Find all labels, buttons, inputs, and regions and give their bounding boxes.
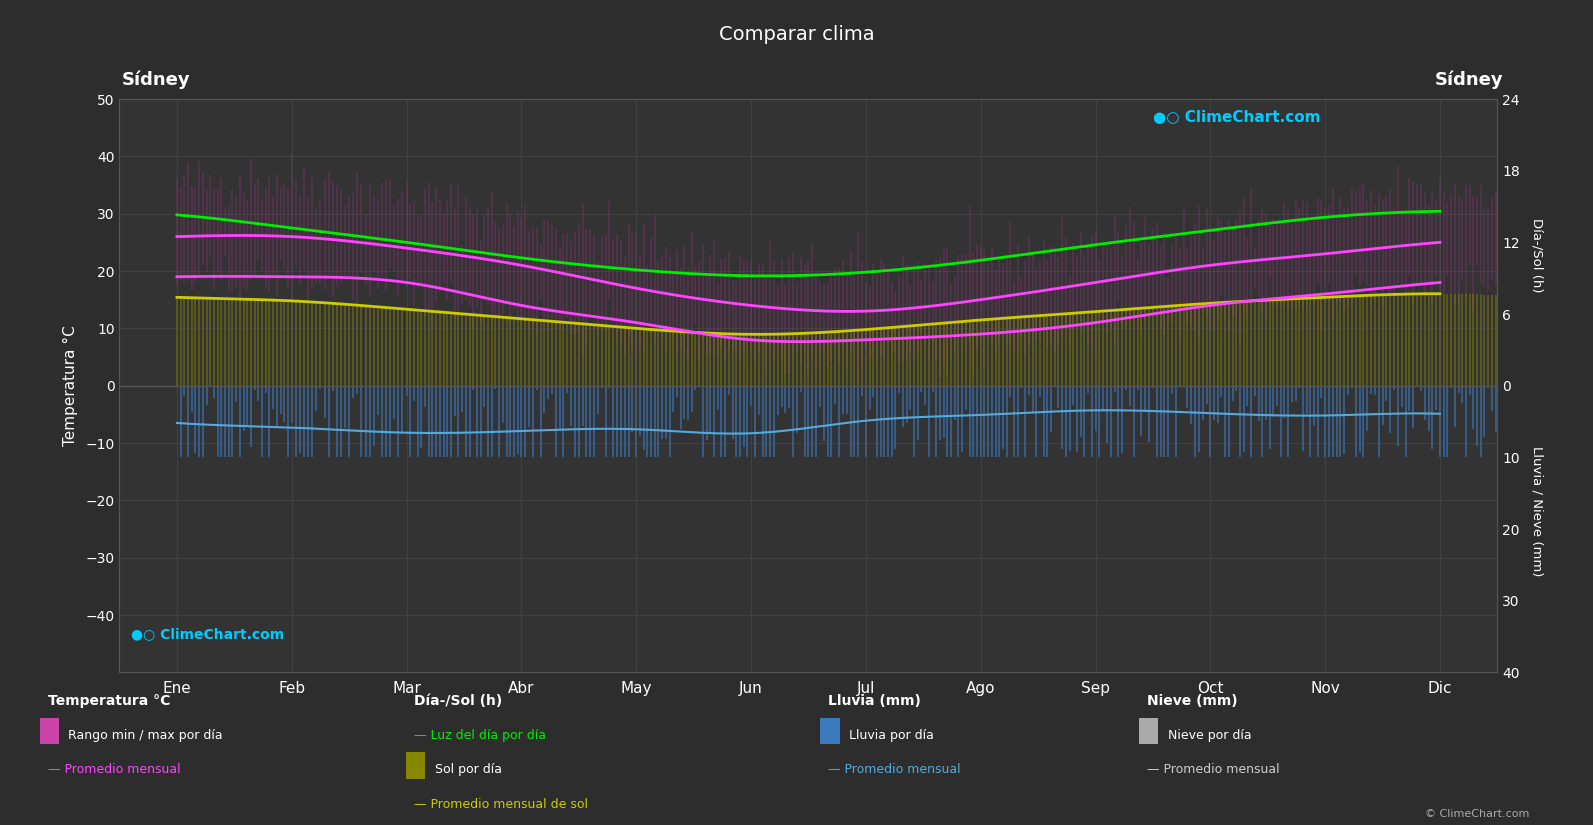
- Text: Lluvia (mm): Lluvia (mm): [828, 695, 921, 709]
- Text: Día-/Sol (h): Día-/Sol (h): [414, 695, 502, 709]
- Text: — Promedio mensual: — Promedio mensual: [48, 763, 180, 776]
- Text: ●○ ClimeChart.com: ●○ ClimeChart.com: [1153, 110, 1321, 125]
- Y-axis label: Temperatura °C: Temperatura °C: [64, 325, 78, 446]
- Text: Rango min / max por día: Rango min / max por día: [68, 728, 223, 742]
- Text: Nieve por día: Nieve por día: [1168, 728, 1251, 742]
- Text: Lluvia / Nieve (mm): Lluvia / Nieve (mm): [1531, 446, 1544, 577]
- Text: Sol por día: Sol por día: [435, 763, 502, 776]
- Text: Sídney: Sídney: [1435, 70, 1504, 88]
- Text: — Promedio mensual de sol: — Promedio mensual de sol: [414, 798, 588, 811]
- Text: — Promedio mensual: — Promedio mensual: [1147, 763, 1279, 776]
- Text: ●○ ClimeChart.com: ●○ ClimeChart.com: [131, 627, 284, 641]
- Text: — Luz del día por día: — Luz del día por día: [414, 728, 546, 742]
- Text: Comparar clima: Comparar clima: [718, 25, 875, 44]
- Text: — Promedio mensual: — Promedio mensual: [828, 763, 961, 776]
- Text: Nieve (mm): Nieve (mm): [1147, 695, 1238, 709]
- Text: Sídney: Sídney: [121, 70, 191, 88]
- Text: Temperatura °C: Temperatura °C: [48, 695, 170, 709]
- Text: © ClimeChart.com: © ClimeChart.com: [1424, 808, 1529, 818]
- Text: Día-/Sol (h): Día-/Sol (h): [1531, 219, 1544, 293]
- Text: Lluvia por día: Lluvia por día: [849, 728, 933, 742]
